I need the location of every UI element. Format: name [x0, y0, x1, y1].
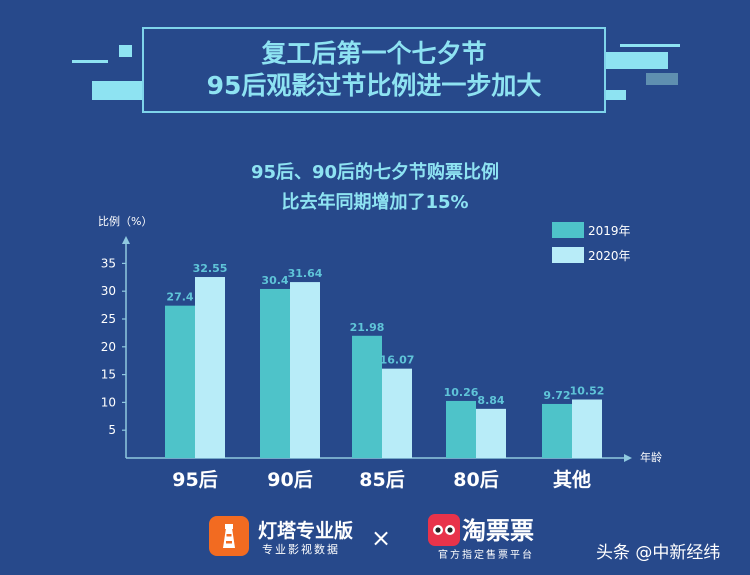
- bar-2020: [290, 282, 320, 458]
- data-label: 9.72: [543, 389, 570, 402]
- bar-2020: [382, 368, 412, 458]
- y-tick-label: 10: [101, 395, 116, 409]
- data-label: 30.4: [261, 274, 288, 287]
- decor-block: [92, 81, 144, 100]
- bar-2020: [476, 408, 506, 458]
- y-tick-label: 30: [101, 284, 116, 298]
- lighthouse-icon: [223, 524, 235, 548]
- brand1-tagline: 专业影视数据: [262, 543, 340, 556]
- y-tick-label: 15: [101, 368, 116, 382]
- legend-label: 2020年: [588, 249, 631, 263]
- data-label: 31.64: [288, 267, 323, 280]
- bar-chart: 比例（%） 年龄 5 10 15 20 25 30 35 27.4 32.55 95后 30.431.6…: [98, 214, 662, 491]
- data-label: 16.07: [380, 354, 415, 367]
- x-tick-label: 90后: [267, 469, 312, 491]
- bar-2019: [165, 305, 195, 458]
- page-title-line1: 复工后第一个七夕节: [261, 39, 487, 68]
- glasses-icon: [433, 525, 455, 535]
- page-title-line2: 95后观影过节比例进一步加大: [206, 71, 542, 100]
- taopiaopiao-logo: [428, 514, 460, 546]
- data-label: 8.84: [477, 394, 504, 407]
- legend-swatch: [552, 247, 584, 263]
- data-label: 27.4: [166, 291, 193, 304]
- brand1-name: 灯塔专业版: [258, 520, 354, 542]
- data-label: 32.55: [193, 262, 228, 275]
- x-axis-arrow: [624, 454, 632, 462]
- bar-2019: [260, 288, 290, 458]
- bar-2020: [195, 277, 225, 458]
- data-label: 21.98: [350, 321, 385, 334]
- bar-2019: [352, 335, 382, 458]
- x-tick-label: 80后: [453, 469, 498, 491]
- bar-2020: [572, 399, 602, 458]
- brand2-name: 淘票票: [462, 517, 534, 545]
- chart-subtitle-line1: 95后、90后的七夕节购票比例: [250, 162, 500, 183]
- data-label: 10.26: [444, 386, 479, 399]
- decor-block: [646, 73, 678, 85]
- x-tick-label: 其他: [553, 468, 591, 491]
- y-tick-label: 25: [101, 312, 116, 326]
- y-tick-label: 20: [101, 340, 116, 354]
- y-tick-label: 35: [101, 256, 116, 270]
- watermark: 头条 @中新经纬: [596, 543, 721, 563]
- brand2-tagline: 官方指定售票平台: [438, 550, 534, 561]
- dengta-logo: [209, 516, 249, 556]
- data-label: 10.52: [570, 385, 605, 398]
- y-tick-label: 5: [108, 423, 116, 437]
- decor-block: [606, 90, 626, 100]
- y-axis-arrow: [122, 236, 130, 244]
- decor-block: [119, 45, 132, 57]
- bar-2019: [542, 403, 572, 458]
- bar-2019: [446, 400, 476, 458]
- y-axis-label: 比例（%）: [98, 214, 152, 228]
- title-box: 复工后第一个七夕节 95后观影过节比例进一步加大: [142, 27, 606, 113]
- times-icon: ×: [371, 524, 392, 552]
- x-axis-label: 年龄: [640, 450, 662, 464]
- legend-label: 2019年: [588, 224, 631, 238]
- decor-line: [72, 60, 108, 63]
- x-tick-label: 95后: [172, 469, 217, 491]
- chart-subtitle-line2: 比去年同期增加了15%: [281, 192, 469, 213]
- x-tick-label: 85后: [359, 469, 404, 491]
- decor-block: [606, 52, 668, 69]
- legend-swatch: [552, 222, 584, 238]
- decor-line: [620, 44, 680, 47]
